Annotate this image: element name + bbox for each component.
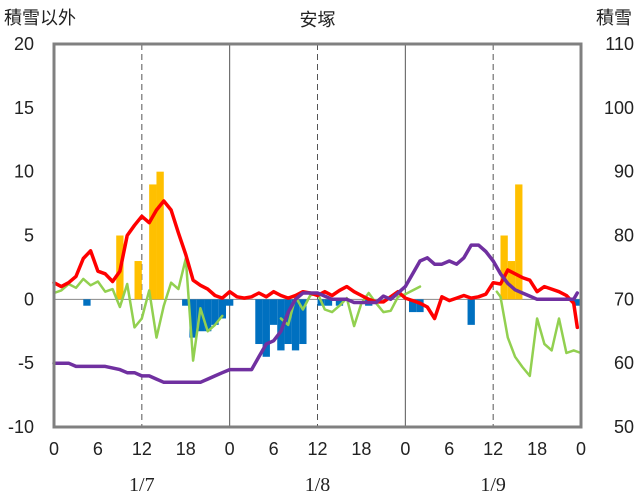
left-axis-ticks: -10 -5 0 5 10 15 20 <box>8 34 34 437</box>
bar <box>507 261 516 300</box>
series-line-purple <box>52 243 580 385</box>
x-tick-label: 12 <box>483 439 503 459</box>
day-label: 1/9 <box>480 474 506 496</box>
bar <box>134 261 142 300</box>
right-tick-label: 110 <box>605 34 634 54</box>
x-tick-label: 18 <box>176 439 196 459</box>
day-label: 1/8 <box>305 474 331 496</box>
left-tick-label: 10 <box>14 162 34 182</box>
bar <box>515 184 523 300</box>
right-tick-label: 100 <box>604 98 634 118</box>
bar <box>156 171 164 300</box>
bar <box>408 299 417 313</box>
bar <box>500 235 508 300</box>
x-tick-label: 0 <box>225 439 235 459</box>
bar <box>149 184 157 300</box>
x-tick-label: 0 <box>400 439 410 459</box>
x-tick-label: 18 <box>527 439 547 459</box>
bar <box>83 299 91 306</box>
left-tick-label: 20 <box>14 34 34 54</box>
x-tick-label: 6 <box>93 439 103 459</box>
bar <box>189 299 197 338</box>
bar <box>335 299 344 306</box>
plot-frame <box>52 42 583 429</box>
right-axis-label: 積雪 <box>596 8 632 29</box>
x-tick-label: 18 <box>351 439 371 459</box>
bar <box>226 299 234 306</box>
left-tick-label: -10 <box>8 417 34 437</box>
x-tick-label: 0 <box>576 439 586 459</box>
data-lines <box>52 199 583 385</box>
bar <box>299 299 307 345</box>
right-tick-label: 80 <box>614 226 634 246</box>
x-tick-label: 6 <box>444 439 454 459</box>
left-tick-label: -5 <box>18 353 34 373</box>
bar <box>416 299 424 313</box>
chart-title: 安塚 <box>300 10 336 31</box>
right-tick-label: 70 <box>614 289 634 309</box>
bar <box>182 299 190 306</box>
left-axis-label: 積雪以外 <box>4 8 76 29</box>
bar <box>269 299 278 325</box>
bar <box>573 299 581 306</box>
bar <box>204 299 212 332</box>
bar <box>277 299 285 351</box>
x-tick-label: 12 <box>307 439 327 459</box>
x-tick-label: 12 <box>132 439 152 459</box>
right-tick-label: 50 <box>614 417 634 437</box>
series-line-green <box>52 257 583 378</box>
left-tick-label: 15 <box>14 98 34 118</box>
right-axis-ticks: 50 60 70 80 90 100 110 <box>604 34 634 437</box>
day-labels: 1/7 1/8 1/9 <box>129 474 506 496</box>
right-tick-label: 60 <box>614 353 634 373</box>
bar <box>467 299 475 325</box>
left-tick-label: 0 <box>24 289 34 309</box>
x-tick-label: 0 <box>49 439 59 459</box>
bar <box>324 299 333 306</box>
bar <box>255 299 263 345</box>
series-line-red <box>52 199 580 330</box>
bar <box>218 299 227 319</box>
bar <box>262 299 270 357</box>
x-tick-label: 6 <box>269 439 279 459</box>
x-axis-ticks: 0 6 12 18 0 6 12 18 0 6 12 18 0 <box>49 439 586 459</box>
left-tick-label: 5 <box>24 226 34 246</box>
right-tick-label: 90 <box>614 162 634 182</box>
bar <box>291 299 300 351</box>
day-label: 1/7 <box>129 474 155 496</box>
bar <box>211 299 219 325</box>
